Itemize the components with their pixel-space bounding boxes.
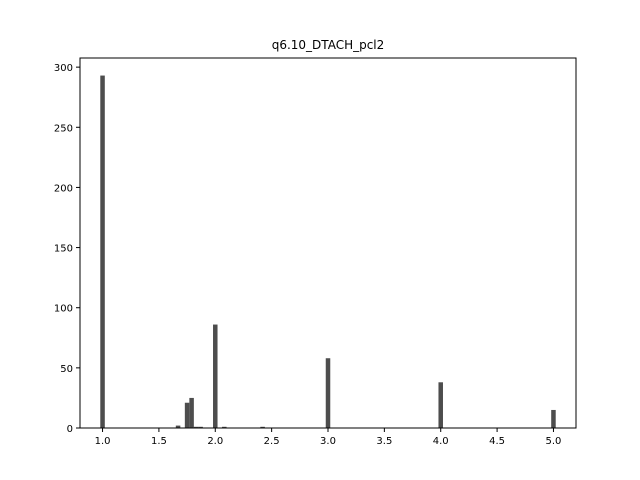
x-tick-label: 3.0 (320, 436, 336, 447)
x-tick-label: 4.5 (489, 436, 505, 447)
x-axis: 1.0 1.5 2.0 2.5 3.0 3.5 4.0 4.5 5.0 (95, 428, 562, 447)
histogram-bar (438, 382, 443, 428)
y-axis: 0 50 100 150 200 250 300 (54, 63, 80, 435)
bars-group (100, 75, 556, 428)
y-tick-label: 250 (54, 123, 73, 134)
y-tick-label: 300 (54, 63, 73, 74)
x-tick-label: 2.5 (264, 436, 280, 447)
histogram-bar (222, 426, 227, 428)
y-tick-label: 50 (60, 364, 73, 375)
histogram-bar (100, 75, 105, 428)
histogram-bar (193, 426, 199, 428)
x-tick-label: 5.0 (546, 436, 562, 447)
x-tick-label: 3.5 (376, 436, 392, 447)
y-tick-label: 200 (54, 183, 73, 194)
histogram-bar (175, 425, 181, 428)
y-tick-label: 150 (54, 244, 73, 255)
x-tick-label: 1.0 (95, 436, 111, 447)
x-tick-label: 2.0 (207, 436, 223, 447)
histogram-bar (551, 409, 556, 428)
y-tick-label: 100 (54, 304, 73, 315)
histogram-bar (184, 402, 190, 428)
y-tick-label: 0 (67, 424, 73, 435)
x-tick-label: 4.0 (433, 436, 449, 447)
histogram-bar (198, 426, 203, 428)
histogram-bar (189, 397, 194, 428)
x-tick-label: 1.5 (151, 436, 167, 447)
histogram-bar (213, 324, 218, 428)
histogram-bar (325, 358, 331, 428)
chart-title: q6.10_DTACH_pcl2 (272, 38, 385, 52)
histogram-bar (260, 426, 265, 428)
